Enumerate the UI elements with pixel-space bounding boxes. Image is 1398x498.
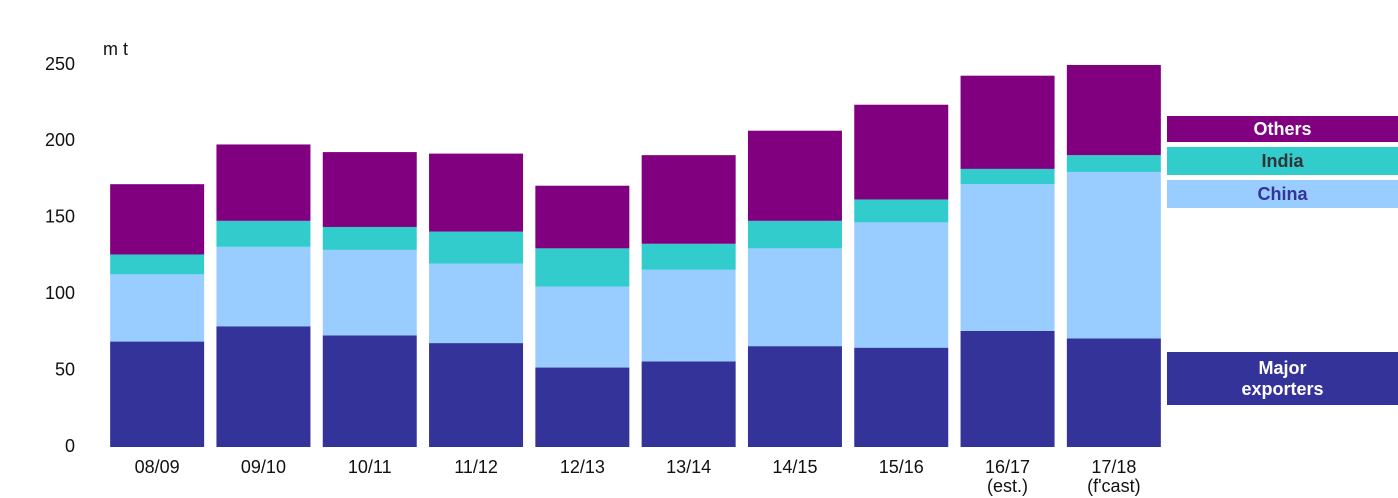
bar-segment <box>216 326 311 447</box>
legend-entry: India <box>1167 147 1398 175</box>
bar-segment <box>216 220 311 247</box>
bar-segment <box>854 104 949 200</box>
bar-segment <box>1066 155 1161 172</box>
bar-segment <box>747 220 842 249</box>
x-tick-label: 11/12 <box>454 457 498 477</box>
x-tick-label: 14/15 <box>772 457 818 477</box>
bar-segment <box>641 243 736 270</box>
y-tick-label: 150 <box>45 207 75 227</box>
bar-segment <box>216 246 311 327</box>
legend-entry: Others <box>1167 116 1398 142</box>
bar-segment <box>110 184 205 255</box>
bar-segment <box>535 185 630 249</box>
y-tick-label: 50 <box>55 359 75 379</box>
bar-segment <box>960 184 1055 331</box>
bar-segment <box>535 286 630 368</box>
bar-segment <box>322 335 417 447</box>
bar-segment <box>322 152 417 227</box>
bar-segment <box>747 130 842 221</box>
x-tick-label: 12/13 <box>559 457 605 477</box>
x-tick-label: 15/16 <box>878 457 924 477</box>
bar-segment <box>1066 65 1161 156</box>
x-tick-label: 16/17 (est.) <box>985 457 1031 496</box>
x-tick-label: 08/09 <box>134 457 180 477</box>
bar-segment <box>429 263 524 344</box>
bar-segment <box>322 226 417 250</box>
x-tick-label: 17/18 (f'cast) <box>1087 457 1141 496</box>
x-tick-label: 13/14 <box>666 457 712 477</box>
bar-segment <box>535 367 630 447</box>
bar-segment <box>216 144 311 221</box>
legend-entry: China <box>1167 180 1398 208</box>
x-tick-label: 10/11 <box>347 457 392 477</box>
y-axis-label: m t <box>103 39 128 59</box>
bar-segment <box>960 330 1055 447</box>
bar-segment <box>747 346 842 447</box>
bar-segment <box>854 347 949 447</box>
bar-segment <box>641 269 736 362</box>
bar-segment <box>960 168 1055 185</box>
legend-entry: Major exporters <box>1167 352 1398 405</box>
y-tick-label: 250 <box>45 54 75 74</box>
y-tick-label: 200 <box>45 130 75 150</box>
bar-segment <box>1066 338 1161 447</box>
bar-segment <box>429 231 524 264</box>
bar-segment <box>322 249 417 336</box>
bar-segment <box>641 155 736 244</box>
bar-segment <box>110 341 205 447</box>
bar-segment <box>747 248 842 347</box>
y-tick-label: 100 <box>45 283 75 303</box>
bar-segment <box>429 153 524 232</box>
bar-segment <box>535 248 630 287</box>
bar-segment <box>960 75 1055 169</box>
y-tick-label: 0 <box>65 436 75 456</box>
bar-segment <box>1066 171 1161 339</box>
bar-segment <box>641 361 736 447</box>
bar-segment <box>110 254 205 275</box>
bar-segment <box>110 274 205 342</box>
bar-segment <box>429 343 524 447</box>
x-tick-label: 09/10 <box>240 457 286 477</box>
bar-segment <box>854 199 949 223</box>
bar-segment <box>854 222 949 348</box>
